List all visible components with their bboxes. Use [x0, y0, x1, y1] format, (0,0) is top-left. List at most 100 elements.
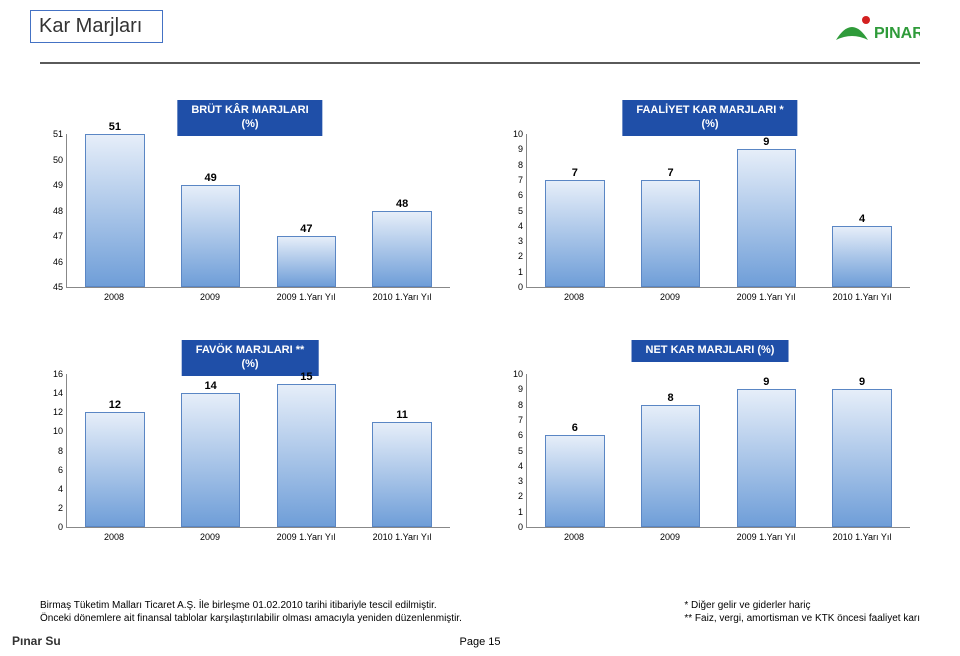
- y-tick: 1: [505, 267, 523, 277]
- chart-2: FAVÖK MARJLARI ** (%)0246810121416121415…: [40, 340, 460, 550]
- y-tick: 10: [505, 369, 523, 379]
- bar-value-label: 7: [668, 167, 674, 179]
- footnotes: Birmaş Tüketim Malları Ticaret A.Ş. İle …: [40, 598, 920, 626]
- chart-plot: 0123456789106899: [526, 374, 910, 528]
- x-tick-label: 2008: [526, 292, 622, 310]
- chart-plot: 4546474849505151494748: [66, 134, 450, 288]
- x-tick-label: 2009 1.Yarı Yıl: [718, 532, 814, 550]
- bar: 48: [372, 211, 431, 288]
- bar-slot: 15: [259, 374, 355, 527]
- x-tick-label: 2009: [162, 532, 258, 550]
- bar: 9: [737, 149, 796, 287]
- chart-0: BRÜT KÂR MARJLARI (%)4546474849505151494…: [40, 100, 460, 310]
- bar-slot: 47: [259, 134, 355, 287]
- charts-grid: BRÜT KÂR MARJLARI (%)4546474849505151494…: [40, 100, 920, 550]
- y-tick: 12: [45, 407, 63, 417]
- chart-plot: 0123456789107794: [526, 134, 910, 288]
- bar: 8: [641, 405, 700, 527]
- x-tick-label: 2009 1.Yarı Yıl: [718, 292, 814, 310]
- x-tick-label: 2010 1.Yarı Yıl: [814, 292, 910, 310]
- bar-slot: 12: [67, 374, 163, 527]
- bar: 49: [181, 185, 240, 287]
- bar: 12: [85, 412, 144, 527]
- y-tick: 49: [45, 180, 63, 190]
- bar: 7: [641, 180, 700, 287]
- x-tick-label: 2009: [622, 532, 718, 550]
- y-tick: 2: [505, 491, 523, 501]
- x-tick-label: 2009: [162, 292, 258, 310]
- x-axis-labels: 200820092009 1.Yarı Yıl2010 1.Yarı Yıl: [66, 288, 450, 310]
- y-tick: 7: [505, 175, 523, 185]
- bar: 7: [545, 180, 604, 287]
- y-tick: 16: [45, 369, 63, 379]
- x-tick-label: 2008: [526, 532, 622, 550]
- y-tick: 4: [45, 484, 63, 494]
- x-axis-labels: 200820092009 1.Yarı Yıl2010 1.Yarı Yıl: [526, 528, 910, 550]
- pinar-logo: PINAR: [830, 10, 920, 50]
- chart-3: NET KAR MARJLARI (%)01234567891068992008…: [500, 340, 920, 550]
- bar-slot: 6: [527, 374, 623, 527]
- bar-value-label: 49: [204, 172, 216, 184]
- x-tick-label: 2009 1.Yarı Yıl: [258, 532, 354, 550]
- bar: 51: [85, 134, 144, 287]
- y-tick: 2: [45, 503, 63, 513]
- bar-slot: 11: [354, 374, 450, 527]
- bar-value-label: 9: [859, 376, 865, 388]
- bar-value-label: 8: [668, 392, 674, 404]
- chart-title: FAALİYET KAR MARJLARI * (%): [622, 100, 797, 136]
- page-number: Page 15: [460, 636, 501, 648]
- bar-value-label: 14: [204, 380, 216, 392]
- y-tick: 0: [505, 522, 523, 532]
- bars-container: 51 49 47 48: [67, 134, 450, 287]
- footnote-left-1: Birmaş Tüketim Malları Ticaret A.Ş. İle …: [40, 600, 462, 611]
- bar-slot: 9: [719, 374, 815, 527]
- footnote-right-2: ** Faiz, vergi, amortisman ve KTK öncesi…: [684, 613, 920, 624]
- bar-value-label: 12: [109, 399, 121, 411]
- x-tick-label: 2010 1.Yarı Yıl: [354, 292, 450, 310]
- y-tick: 9: [505, 384, 523, 394]
- bar-value-label: 51: [109, 121, 121, 133]
- chart-title: FAVÖK MARJLARI ** (%): [182, 340, 319, 376]
- y-tick: 6: [505, 430, 523, 440]
- bar-value-label: 4: [859, 213, 865, 225]
- y-tick: 0: [505, 282, 523, 292]
- y-tick: 5: [505, 446, 523, 456]
- bar-value-label: 11: [396, 409, 408, 421]
- x-axis-labels: 200820092009 1.Yarı Yıl2010 1.Yarı Yıl: [526, 288, 910, 310]
- y-tick: 51: [45, 129, 63, 139]
- y-tick: 4: [505, 461, 523, 471]
- bar-slot: 9: [719, 134, 815, 287]
- y-tick: 3: [505, 476, 523, 486]
- bar-slot: 9: [814, 374, 910, 527]
- bar: 11: [372, 422, 431, 527]
- x-tick-label: 2010 1.Yarı Yıl: [814, 532, 910, 550]
- y-tick: 2: [505, 251, 523, 261]
- x-tick-label: 2008: [66, 292, 162, 310]
- y-tick: 8: [45, 446, 63, 456]
- svg-text:PINAR: PINAR: [874, 25, 920, 42]
- bar: 14: [181, 393, 240, 527]
- chart-plot: 024681012141612141511: [66, 374, 450, 528]
- bar-value-label: 7: [572, 167, 578, 179]
- x-tick-label: 2008: [66, 532, 162, 550]
- x-tick-label: 2009 1.Yarı Yıl: [258, 292, 354, 310]
- bar: 9: [832, 389, 891, 527]
- y-tick: 48: [45, 206, 63, 216]
- bar-value-label: 9: [763, 376, 769, 388]
- chart-title: BRÜT KÂR MARJLARI (%): [177, 100, 322, 136]
- chart-title: NET KAR MARJLARI (%): [632, 340, 789, 362]
- bars-container: 7794: [527, 134, 910, 287]
- bar-slot: 48: [354, 134, 450, 287]
- y-tick: 0: [45, 522, 63, 532]
- bar-value-label: 9: [763, 136, 769, 148]
- bar-value-label: 47: [300, 223, 312, 235]
- bar: 9: [737, 389, 796, 527]
- y-tick: 7: [505, 415, 523, 425]
- y-tick: 10: [505, 129, 523, 139]
- bar: 15: [277, 384, 336, 527]
- y-tick: 1: [505, 507, 523, 517]
- x-tick-label: 2010 1.Yarı Yıl: [354, 532, 450, 550]
- bar: 6: [545, 435, 604, 527]
- y-tick: 8: [505, 160, 523, 170]
- bar-slot: 51: [67, 134, 163, 287]
